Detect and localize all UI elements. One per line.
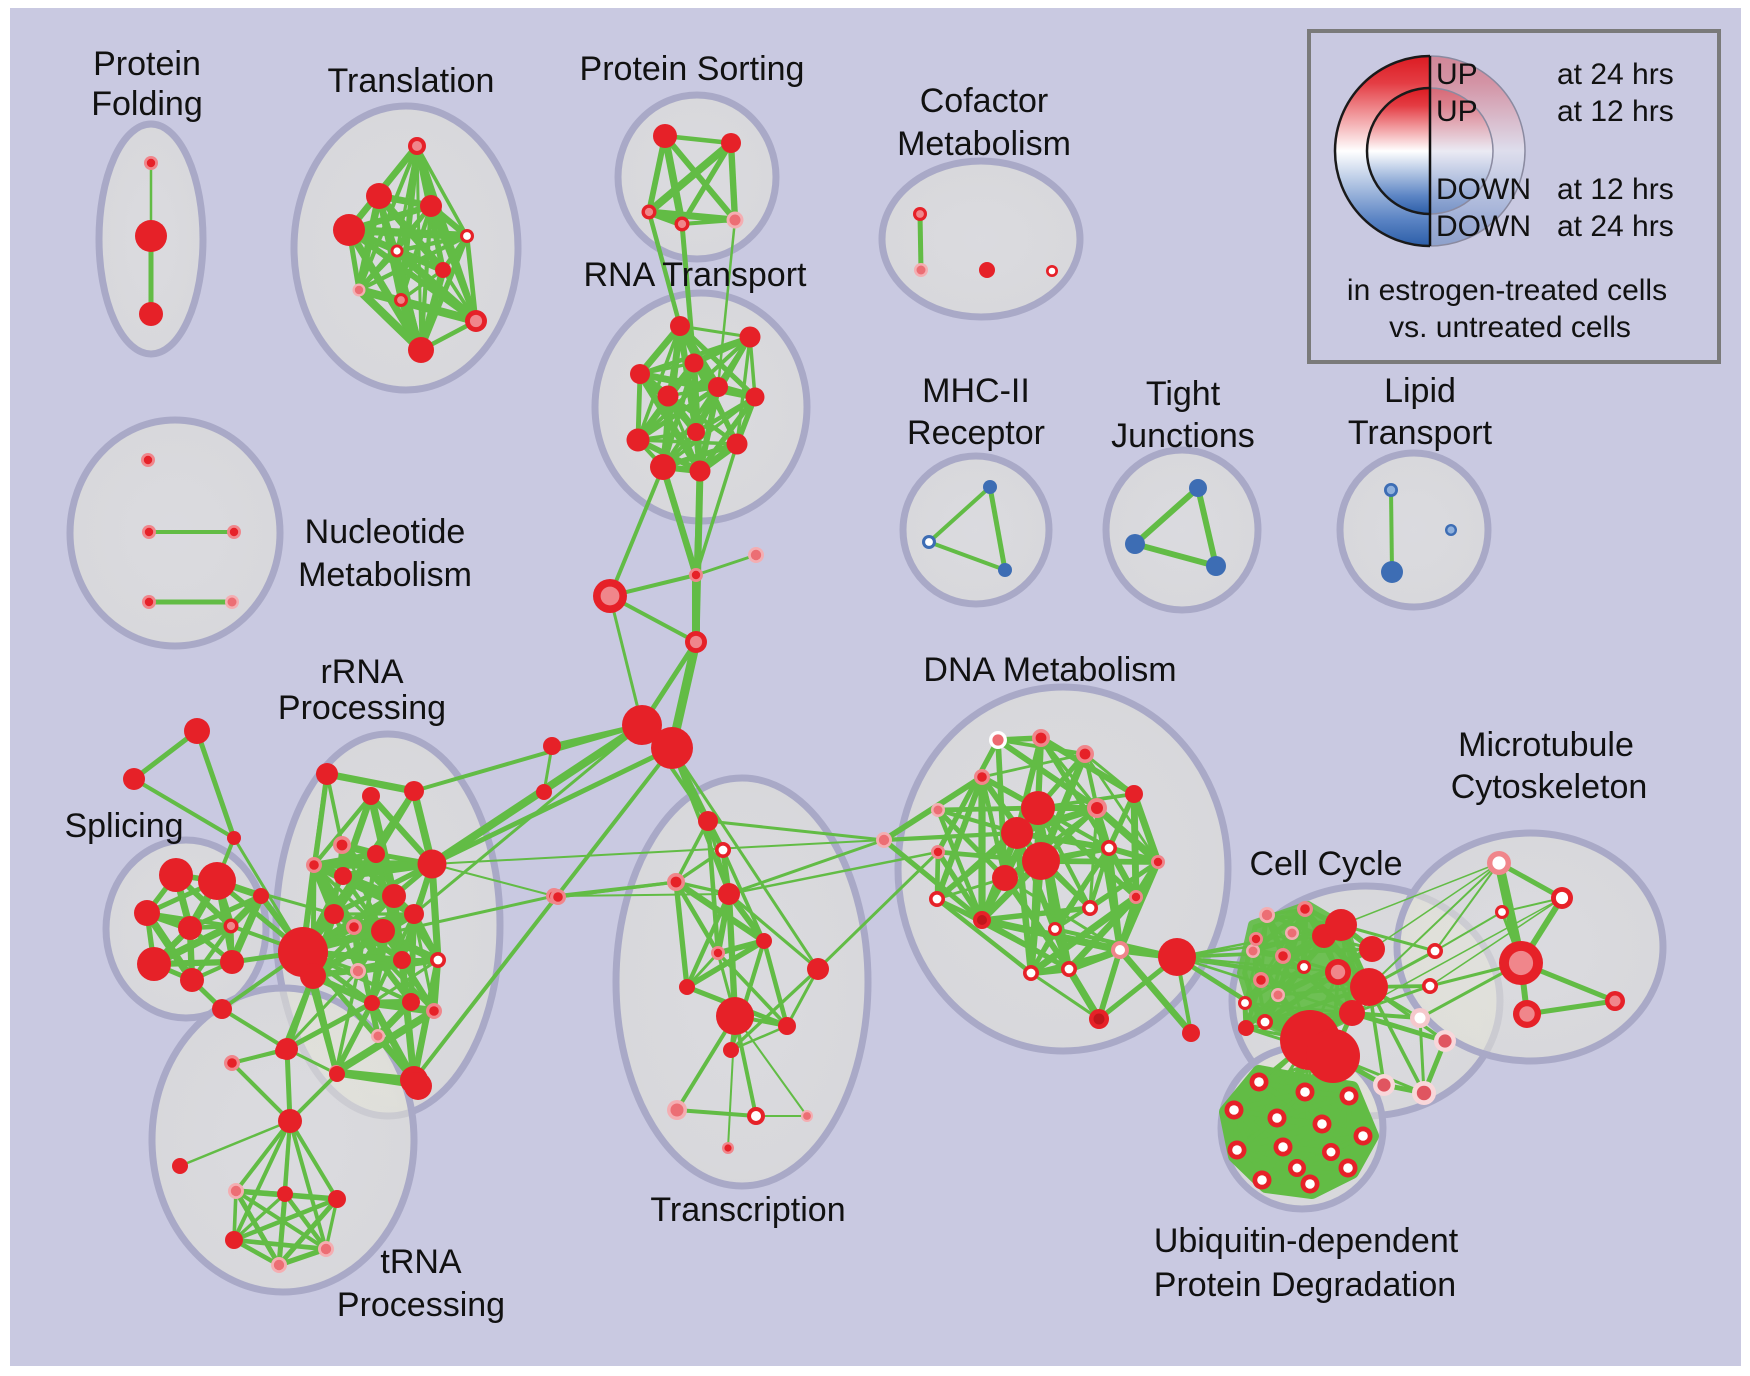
svg-text:at 24 hrs: at 24 hrs — [1557, 210, 1674, 243]
svg-text:Cytoskeleton: Cytoskeleton — [1451, 768, 1648, 806]
svg-text:Lipid: Lipid — [1384, 372, 1456, 410]
svg-text:tRNA: tRNA — [380, 1243, 462, 1281]
svg-text:DOWN: DOWN — [1436, 173, 1531, 206]
svg-text:MHC-II: MHC-II — [922, 372, 1030, 410]
svg-text:Ubiquitin-dependent: Ubiquitin-dependent — [1154, 1222, 1459, 1260]
svg-text:Metabolism: Metabolism — [298, 556, 472, 594]
svg-text:Processing: Processing — [278, 689, 446, 727]
svg-text:DOWN: DOWN — [1436, 210, 1531, 243]
svg-text:UP: UP — [1436, 58, 1478, 91]
svg-text:Metabolism: Metabolism — [897, 125, 1071, 163]
svg-text:Nucleotide: Nucleotide — [305, 513, 466, 551]
svg-text:UP: UP — [1436, 95, 1478, 128]
svg-text:Receptor: Receptor — [907, 414, 1045, 452]
svg-text:at 24 hrs: at 24 hrs — [1557, 58, 1674, 91]
svg-text:Transport: Transport — [1348, 414, 1493, 452]
svg-text:Protein Degradation: Protein Degradation — [1154, 1266, 1456, 1304]
svg-text:in estrogen-treated cells: in estrogen-treated cells — [1347, 274, 1667, 307]
svg-text:RNA Transport: RNA Transport — [584, 256, 808, 294]
svg-text:Protein Sorting: Protein Sorting — [580, 50, 805, 88]
svg-text:rRNA: rRNA — [320, 653, 403, 691]
svg-text:Tight: Tight — [1146, 375, 1221, 413]
svg-text:Transcription: Transcription — [650, 1191, 845, 1229]
svg-text:Cofactor: Cofactor — [920, 82, 1049, 120]
svg-text:Cell Cycle: Cell Cycle — [1249, 845, 1402, 883]
svg-text:Microtubule: Microtubule — [1458, 726, 1634, 764]
svg-text:Translation: Translation — [328, 62, 495, 100]
svg-text:Protein: Protein — [93, 45, 201, 83]
svg-text:at 12 hrs: at 12 hrs — [1557, 95, 1674, 128]
svg-text:DNA Metabolism: DNA Metabolism — [923, 651, 1176, 689]
svg-text:Junctions: Junctions — [1111, 417, 1255, 455]
svg-text:Splicing: Splicing — [64, 807, 183, 845]
svg-text:vs. untreated cells: vs. untreated cells — [1389, 311, 1631, 344]
svg-text:Processing: Processing — [337, 1286, 505, 1324]
svg-text:Folding: Folding — [91, 85, 203, 123]
svg-text:at 12 hrs: at 12 hrs — [1557, 173, 1674, 206]
